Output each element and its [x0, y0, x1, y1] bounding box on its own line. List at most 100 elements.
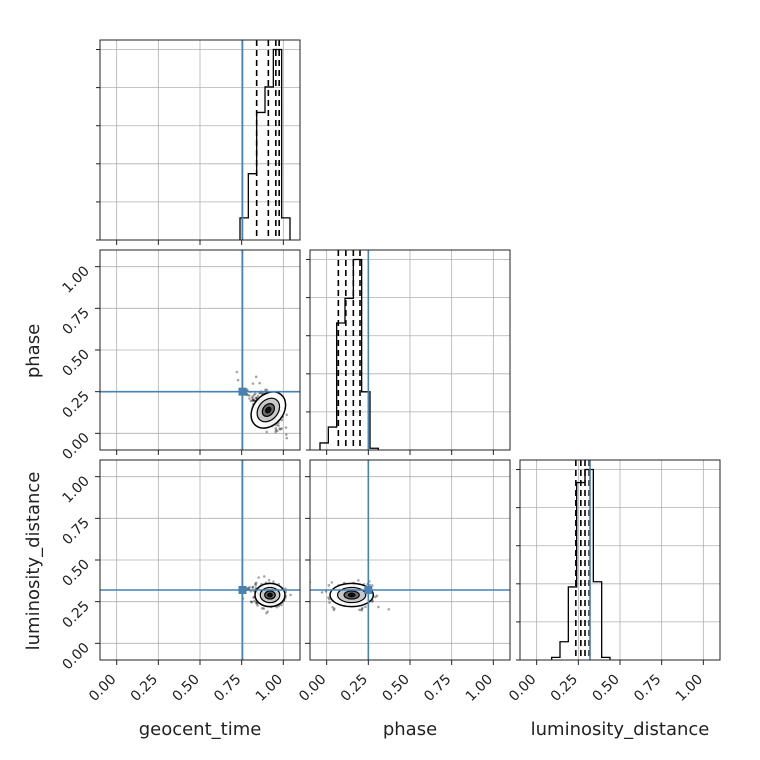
sample-points — [241, 575, 292, 615]
sample-point — [374, 595, 377, 599]
y-tick-label: 0.75 — [59, 305, 92, 338]
sample-point — [254, 601, 258, 604]
sample-point — [251, 398, 255, 402]
sample-point — [251, 395, 254, 398]
y-tick-label: 1.00 — [59, 263, 92, 296]
y-tick-label: 0.50 — [59, 557, 92, 590]
injection-marker — [238, 387, 247, 396]
x-label-luminosity-distance: luminosity_distance — [531, 719, 710, 740]
tick-labels: 0.00 0.25 0.50 0.75 1.00 0.00 0.25 0.50 0.75 1.00… — [59, 263, 706, 705]
histogram-geocent-time — [239, 48, 291, 240]
sample-point — [265, 388, 269, 392]
panel-frame — [99, 249, 301, 451]
sample-point — [387, 608, 391, 611]
sample-point — [371, 600, 374, 603]
y-tick-label: 1.00 — [59, 473, 92, 506]
sample-point — [247, 586, 250, 590]
sample-point — [267, 578, 271, 582]
panel-frame — [309, 459, 511, 661]
x-tick-label: 0.50 — [169, 672, 202, 705]
sample-point — [280, 603, 283, 607]
sample-point — [284, 426, 288, 429]
sample-point — [249, 600, 253, 603]
y-tick-label: 0.25 — [59, 388, 92, 421]
x-tick-label: 1.00 — [253, 672, 286, 705]
sample-point — [274, 428, 278, 432]
y-label-phase: phase — [23, 324, 44, 378]
x-tick-label: 0.00 — [86, 672, 119, 705]
sample-point — [327, 584, 331, 587]
sample-point — [272, 580, 275, 584]
sample-point — [328, 597, 331, 601]
sample-point — [248, 586, 251, 589]
sample-point — [235, 370, 239, 374]
y-tick-label: 0.00 — [59, 640, 92, 673]
marginal-panel-geocent-time — [96, 39, 301, 245]
x-tick-label: 1.00 — [463, 672, 496, 705]
sample-point — [251, 399, 255, 402]
sample-point — [320, 591, 324, 594]
x-label-phase: phase — [383, 719, 437, 740]
sample-point — [251, 382, 255, 385]
x-tick-label: 1.00 — [673, 672, 706, 705]
sample-point — [262, 607, 266, 610]
injection-marker — [238, 586, 247, 594]
x-tick-label: 0.75 — [421, 672, 454, 705]
density-contour — [347, 592, 356, 598]
sample-point — [249, 399, 253, 403]
sample-point — [265, 611, 268, 615]
x-tick-label: 0.75 — [211, 672, 244, 705]
sample-point — [254, 582, 257, 586]
sample-point — [364, 605, 367, 609]
joint-panel-phase-vs-luminosity-distance — [305, 459, 511, 665]
sample-point — [258, 381, 261, 385]
x-tick-label: 0.00 — [296, 672, 329, 705]
sample-point — [358, 608, 361, 612]
marginal-panel-luminosity-distance — [516, 459, 721, 665]
sample-point — [331, 606, 334, 609]
sample-point — [360, 607, 364, 611]
y-tick-label: 0.50 — [59, 347, 92, 380]
sample-point — [250, 600, 254, 604]
density-contour — [267, 592, 273, 598]
sample-point — [375, 594, 379, 598]
sample-point — [264, 388, 267, 392]
sample-point — [356, 579, 360, 582]
sample-point — [252, 393, 256, 397]
density-contour — [265, 406, 272, 414]
sample-points — [310, 579, 391, 612]
panel-frame — [519, 459, 721, 661]
sample-point — [285, 413, 289, 417]
sample-point — [278, 427, 281, 430]
sample-point — [257, 576, 260, 579]
sample-point — [280, 427, 284, 430]
sample-point — [254, 581, 258, 585]
joint-panel-geocent-time-vs-luminosity-distance — [95, 459, 301, 665]
sample-point — [254, 375, 258, 379]
sample-point — [254, 396, 258, 400]
sample-point — [289, 593, 292, 597]
sample-point — [332, 607, 336, 610]
sample-point — [285, 436, 288, 440]
sample-point — [251, 398, 254, 402]
x-tick-label: 0.25 — [128, 672, 161, 705]
sample-point — [253, 599, 256, 603]
sample-point — [251, 396, 254, 400]
sample-point — [255, 602, 259, 605]
panel-frame — [99, 39, 301, 241]
x-tick-label: 0.50 — [379, 672, 412, 705]
panel-frame — [99, 459, 301, 661]
sample-point — [265, 430, 269, 434]
sample-point — [254, 392, 257, 396]
marginal-panel-phase — [306, 249, 511, 455]
sample-point — [327, 596, 330, 599]
y-tick-label: 0.00 — [59, 430, 92, 463]
histogram-phase — [319, 258, 379, 450]
x-tick-label: 0.25 — [548, 672, 581, 705]
sample-point — [254, 583, 258, 587]
sample-point — [245, 388, 249, 391]
sample-point — [246, 393, 249, 397]
sample-points — [235, 370, 289, 440]
sample-point — [262, 575, 266, 578]
